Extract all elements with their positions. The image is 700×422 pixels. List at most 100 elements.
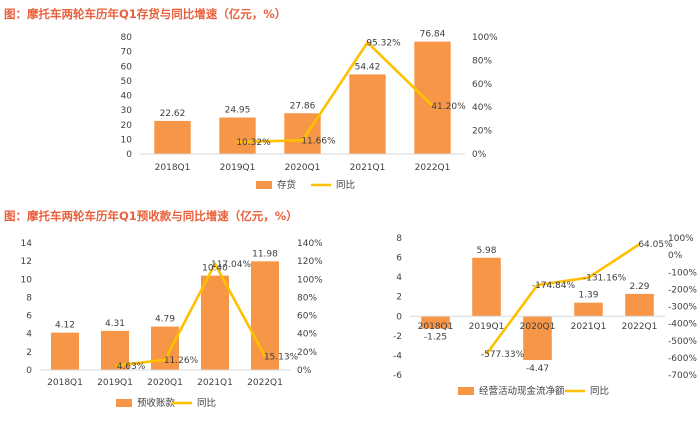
chart3-legend-bar-label: 经营活动现金流净额: [479, 385, 565, 397]
chart2-y2-tick-label: 20%: [297, 348, 317, 358]
chart2-bar-label: 10.40: [202, 264, 228, 274]
chart3-y2-tick-label: -500%: [668, 337, 697, 347]
chart2-y-tick-label: 6: [26, 312, 32, 322]
chart3-bar-label: 1.39: [578, 291, 598, 301]
chart1-yoy-label: 41.20%: [431, 102, 466, 112]
chart2-yoy-line: [114, 262, 267, 368]
chart3-category-label: 2021Q1: [571, 322, 607, 332]
chart3-y-tick-label: -6: [393, 371, 402, 381]
chart2-y-tick-label: 14: [21, 239, 33, 249]
chart3-yoy-line: [485, 243, 641, 355]
chart1-bar-2018Q1: [154, 120, 191, 154]
chart3-y-tick-label: 8: [396, 234, 402, 244]
chart2-bar-2021Q1: [201, 275, 229, 370]
chart3-y2-tick-label: -400%: [668, 320, 697, 330]
chart2-yoy-label: 11.26%: [164, 356, 199, 366]
chart3-bar-2018Q1: [421, 316, 450, 329]
chart1-category-label: 2018Q1: [155, 163, 191, 173]
chart1-y2-tick-label: 60%: [472, 80, 492, 90]
chart2-y2-tick-label: 120%: [297, 257, 323, 267]
chart-1-title: 图：摩托车两轮车历年Q1存货与同比增速（亿元，%）: [4, 7, 287, 21]
chart3-y2-tick-label: 100%: [668, 234, 694, 244]
chart1-legend-bar-label: 存货: [277, 179, 296, 191]
chart2-y-tick-label: 4: [26, 330, 32, 340]
chart1-y2-tick-label: 20%: [472, 127, 492, 137]
chart2-y2-tick-label: 80%: [297, 293, 317, 303]
chart1-yoy-label: 95.32%: [366, 38, 401, 48]
chart3-y-tick-label: -4: [393, 351, 402, 361]
chart1-bar-label: 24.95: [225, 106, 251, 116]
chart2-bar-label: 4.31: [105, 319, 125, 329]
chart1-y-tick-label: 30: [121, 106, 133, 116]
chart3-y-tick-label: 4: [396, 273, 402, 283]
chart1-y-tick-label: 40: [121, 92, 133, 102]
chart1-y2-tick-label: 40%: [472, 103, 492, 113]
chart3-legend-bar-swatch: [458, 387, 474, 395]
chart1-bar-2019Q1: [219, 117, 256, 154]
chart1-y-tick-label: 80: [121, 33, 133, 43]
chart2-category-label: 2019Q1: [97, 378, 133, 388]
chart2-legend-bar-label: 预收账款: [137, 397, 176, 409]
chart2-bar-label: 4.12: [55, 321, 75, 331]
chart2-yoy-label: 4.63%: [117, 362, 146, 372]
chart3-bar-label: -1.25: [424, 333, 447, 343]
chart1-bar-2021Q1: [349, 74, 386, 154]
chart3-y2-tick-label: -100%: [668, 268, 697, 278]
chart1-bar-label: 27.86: [290, 101, 316, 111]
chart1-y-tick-label: 0: [126, 150, 132, 160]
chart3-bar-label: -4.47: [526, 364, 549, 374]
chart3-yoy-label: -131.16%: [583, 274, 627, 284]
chart3-y-tick-label: 0: [396, 312, 402, 322]
chart3-category-label: 2019Q1: [469, 322, 505, 332]
chart3-y2-tick-label: 0%: [668, 251, 683, 261]
chart2-y2-tick-label: 60%: [297, 312, 317, 322]
chart2-bar-2020Q1: [151, 326, 179, 370]
chart3-y-tick-label: 2: [396, 293, 402, 303]
chart3-category-label: 2018Q1: [418, 322, 454, 332]
chart1-y-tick-label: 60: [121, 62, 133, 72]
chart3-bar-label: 5.98: [476, 246, 496, 256]
chart1-y-tick-label: 10: [121, 135, 133, 145]
chart2-bar-label: 4.79: [155, 315, 175, 325]
chart2-y-tick-label: 2: [26, 348, 32, 358]
chart2-y2-tick-label: 40%: [297, 330, 317, 340]
chart3-bar-2021Q1: [574, 302, 603, 317]
chart3-y2-tick-label: -600%: [668, 354, 697, 364]
chart2-yoy-label: 15.13%: [264, 352, 299, 362]
chart3-bar-label: 2.29: [629, 282, 649, 292]
chart1-bar-2022Q1: [414, 41, 451, 154]
chart2-category-label: 2020Q1: [147, 378, 183, 388]
chart2-y-tick-label: 12: [21, 257, 32, 267]
chart3-bar-2019Q1: [472, 257, 501, 317]
chart2-bar-2018Q1: [51, 332, 79, 370]
chart2-y2-tick-label: 100%: [297, 275, 323, 285]
chart1-y2-tick-label: 100%: [472, 33, 498, 43]
chart2-y2-tick-label: 140%: [297, 239, 323, 249]
chart2-y-tick-label: 10: [21, 275, 33, 285]
chart1-bar-label: 22.62: [160, 109, 186, 119]
chart2-bar-2022Q1: [251, 261, 279, 370]
chart1-category-label: 2019Q1: [220, 163, 256, 173]
chart1-legend-line-label: 同比: [336, 179, 355, 191]
chart1-bar-label: 76.84: [420, 30, 446, 40]
chart3-legend-line-label: 同比: [590, 385, 609, 397]
chart3-y-tick-label: -2: [393, 332, 402, 342]
chart2-y-tick-label: 0: [26, 366, 32, 376]
chart3-y2-tick-label: -200%: [668, 285, 697, 295]
chart3-yoy-label: -577.33%: [481, 350, 525, 360]
chart1-y-tick-label: 20: [121, 121, 133, 131]
chart1-bar-label: 54.42: [355, 62, 381, 72]
chart1-yoy-label: 11.66%: [301, 136, 336, 146]
chart-2-title: 图：摩托车两轮车历年Q1预收款与同比增速（亿元，%）: [4, 209, 298, 223]
chart1-y2-tick-label: 0%: [472, 150, 487, 160]
chart1-category-label: 2022Q1: [415, 163, 451, 173]
chart2-yoy-label: 117.04%: [211, 260, 251, 270]
chart2-category-label: 2021Q1: [197, 378, 233, 388]
chart3-y-tick-label: 6: [396, 254, 402, 264]
chart2-legend-line-label: 同比: [197, 397, 216, 409]
chart3-category-label: 2020Q1: [520, 322, 556, 332]
chart1-y2-tick-label: 80%: [472, 56, 492, 66]
chart1-legend-bar-swatch: [256, 181, 272, 189]
chart1-y-tick-label: 70: [121, 48, 133, 58]
chart3-y2-tick-label: -700%: [668, 371, 697, 381]
